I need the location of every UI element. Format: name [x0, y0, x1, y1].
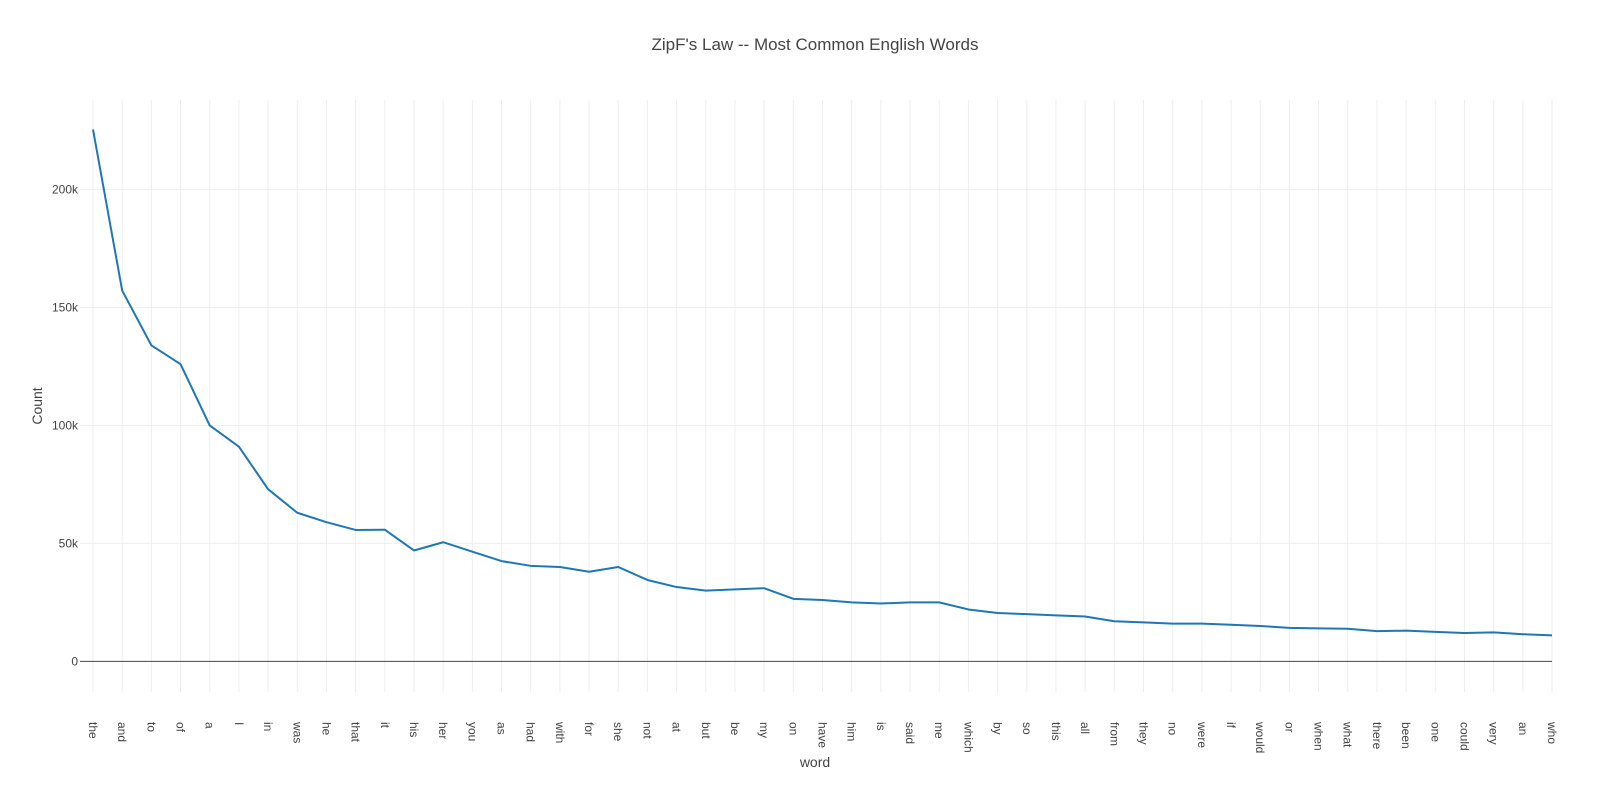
x-tick-label: it	[378, 722, 392, 729]
grid	[80, 100, 1553, 692]
x-tick-label: a	[203, 722, 217, 729]
y-tick-label: 150k	[52, 301, 79, 315]
x-tick-label: an	[1516, 722, 1530, 735]
x-tick-label: been	[1399, 722, 1413, 749]
x-tick-label: would	[1253, 721, 1267, 753]
x-tick-label: who	[1545, 721, 1559, 744]
x-tick-label: and	[115, 722, 129, 742]
x-tick-label: which	[961, 721, 975, 753]
x-axis-title: word	[799, 754, 830, 770]
x-tick-label: for	[582, 722, 596, 736]
y-axis-title: Count	[29, 387, 45, 424]
x-tick-label: that	[349, 722, 363, 743]
x-tick-label: she	[611, 722, 625, 742]
x-tick-label: you	[465, 722, 479, 741]
x-tick-label: of	[174, 722, 188, 733]
x-tick-label: be	[728, 722, 742, 736]
chart-title: ZipF's Law -- Most Common English Words	[652, 35, 979, 54]
x-tick-label: when	[1312, 721, 1326, 751]
x-tick-label: so	[1020, 722, 1034, 735]
x-tick-label: no	[1166, 722, 1180, 736]
x-tick-label: all	[1078, 722, 1092, 734]
y-tick-label: 0	[71, 654, 78, 668]
x-tick-label: as	[495, 722, 509, 735]
x-tick-label: could	[1457, 722, 1471, 751]
x-tick-label: is	[874, 722, 888, 731]
x-tick-label: were	[1195, 721, 1209, 748]
x-tick-label: they	[1136, 722, 1150, 745]
x-tick-label: at	[670, 722, 684, 733]
series-line	[92, 129, 1553, 637]
x-tick-label: have	[816, 722, 830, 748]
x-tick-label: I	[232, 722, 246, 725]
x-tick-label: the	[86, 722, 100, 739]
x-tick-label: said	[903, 722, 917, 744]
x-tick-label: if	[1224, 722, 1238, 729]
y-tick-label: 100k	[52, 418, 79, 432]
x-tick-label: had	[524, 722, 538, 742]
y-tick-label: 200k	[52, 183, 79, 197]
y-tick-label: 50k	[59, 536, 79, 550]
x-tick-label: this	[1049, 722, 1063, 741]
x-tick-label: in	[261, 722, 275, 731]
x-tick-label: on	[786, 722, 800, 735]
x-tick-label: very	[1487, 722, 1501, 745]
series	[92, 129, 1553, 637]
x-tick-label: one	[1428, 722, 1442, 742]
x-tick-label: her	[436, 722, 450, 739]
x-tick-label: me	[932, 722, 946, 739]
x-tick-label: or	[1282, 722, 1296, 733]
x-tick-label: but	[699, 722, 713, 739]
x-tick-label: from	[1107, 722, 1121, 746]
x-tick-label: him	[845, 722, 859, 741]
x-tick-label: what	[1341, 721, 1355, 748]
x-tick-label: was	[290, 721, 304, 743]
x-tick-label: by	[991, 722, 1005, 735]
x-tick-label: with	[553, 721, 567, 743]
x-tick-label: to	[144, 722, 158, 732]
x-tick-label: his	[407, 722, 421, 737]
x-tick-label: he	[319, 722, 333, 736]
x-tick-label: my	[757, 722, 771, 738]
x-tick-label: there	[1370, 722, 1384, 750]
x-tick-label: not	[640, 722, 654, 739]
